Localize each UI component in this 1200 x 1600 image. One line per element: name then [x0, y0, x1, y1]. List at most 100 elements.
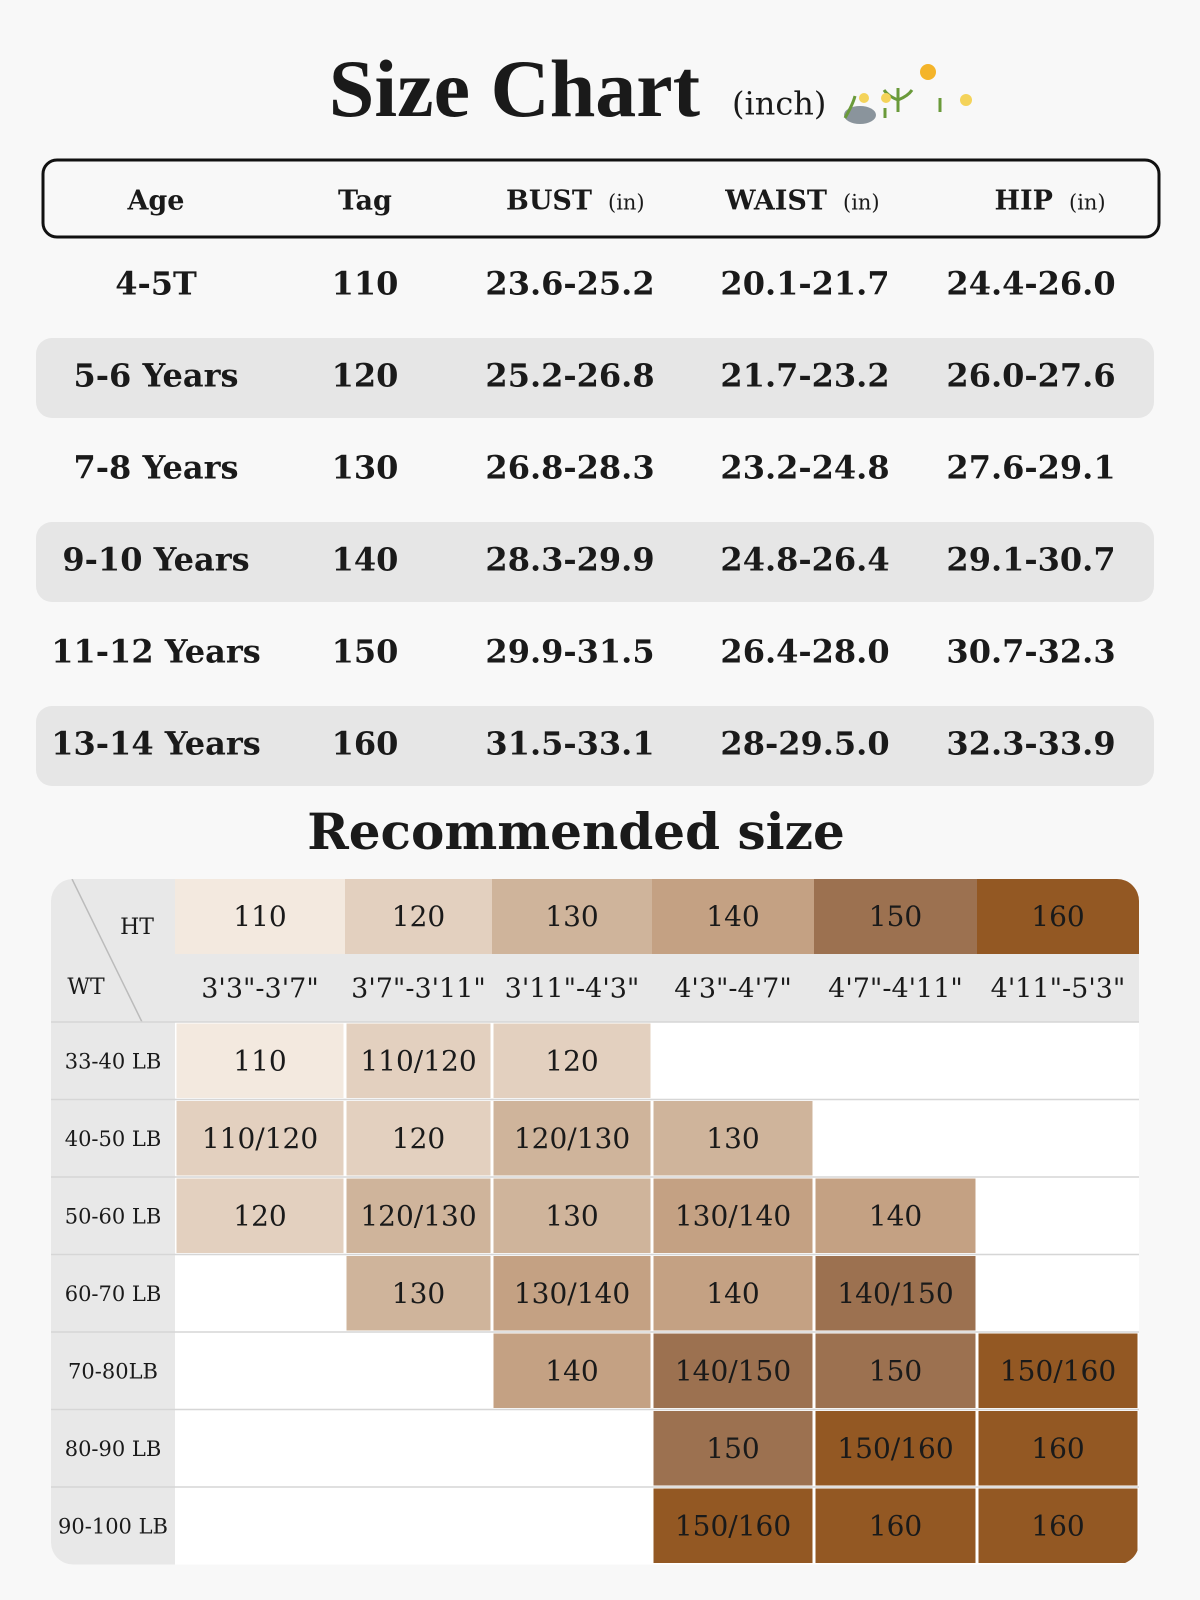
- size-value: 130/140: [675, 1199, 791, 1232]
- size-value: 130: [706, 1122, 759, 1155]
- size-cell: [346, 1023, 491, 1098]
- size-value: 110/120: [360, 1044, 476, 1077]
- size-value: 160: [1031, 1509, 1084, 1542]
- size-value: 130/140: [514, 1277, 630, 1310]
- size-cell: [346, 1256, 491, 1331]
- column-label: Age: [126, 186, 184, 217]
- recommended-title: Recommended size: [307, 802, 845, 861]
- column-unit: (in): [843, 191, 880, 215]
- table-cell: 29.9-31.5: [485, 633, 654, 671]
- table-cell: 110: [332, 265, 399, 303]
- flowers-icon: [843, 64, 972, 124]
- size-value: 150/160: [837, 1432, 953, 1465]
- size-cell: [493, 1101, 651, 1176]
- height-tag: 130: [545, 900, 598, 933]
- size-value: 150/160: [675, 1509, 791, 1542]
- weight-label: 50-60 LB: [65, 1204, 162, 1228]
- table-cell: 24.8-26.4: [720, 541, 889, 579]
- height-header: [652, 879, 814, 954]
- size-cell: [978, 1333, 1138, 1408]
- height-tag: 140: [706, 900, 759, 933]
- size-cell: [815, 1488, 976, 1563]
- table-cell: 31.5-33.1: [485, 725, 654, 763]
- size-value: 110/120: [202, 1122, 318, 1155]
- height-tag: 160: [1031, 900, 1084, 933]
- weight-column: [51, 879, 175, 1565]
- weight-label: 80-90 LB: [65, 1437, 162, 1461]
- table-cell: 9-10 Years: [62, 541, 249, 579]
- table-cell: 24.4-26.0: [946, 265, 1115, 303]
- size-value: 150/160: [1000, 1354, 1116, 1387]
- size-value: 120: [545, 1044, 598, 1077]
- size-cell: [176, 1101, 344, 1176]
- wt-label: WT: [67, 975, 105, 1000]
- weight-label: 60-70 LB: [65, 1282, 162, 1306]
- size-cell: [493, 1333, 651, 1408]
- height-range: 4'3"-4'7": [674, 974, 792, 1005]
- height-range: 3'11"-4'3": [505, 974, 640, 1005]
- grid-body: HT WT 110 3'3"-3'7" 120 3'7"-3'11" 130 3'11"-4'…: [51, 879, 1139, 1565]
- size-value: 130: [392, 1277, 445, 1310]
- table-cell: 5-6 Years: [74, 357, 239, 395]
- table-cell: 23.2-24.8: [720, 449, 889, 487]
- table-cell: 4-5T: [115, 265, 197, 303]
- size-value: 130: [545, 1199, 598, 1232]
- table-cell: 28.3-29.9: [485, 541, 654, 579]
- row-band: [36, 522, 1154, 602]
- size-value: 120/130: [360, 1199, 476, 1232]
- height-range: 4'11"-5'3": [991, 974, 1126, 1005]
- table-cell: 32.3-33.9: [946, 725, 1115, 763]
- size-cell: [978, 1488, 1138, 1563]
- size-cell: [815, 1411, 976, 1486]
- column-unit: (in): [1069, 191, 1106, 215]
- size-value: 120/130: [514, 1122, 630, 1155]
- size-value: 140/150: [837, 1277, 953, 1310]
- column-label: BUST: [506, 186, 592, 217]
- height-tag: 110: [233, 900, 286, 933]
- size-value: 120: [392, 1122, 445, 1155]
- size-cell: [346, 1178, 491, 1253]
- weight-label: 70-80LB: [68, 1359, 158, 1383]
- height-header: [814, 879, 977, 954]
- size-value: 140/150: [675, 1354, 791, 1387]
- table-cell: 29.1-30.7: [946, 541, 1115, 579]
- column-unit: (in): [608, 191, 645, 215]
- table-cell: 26.8-28.3: [485, 449, 654, 487]
- table-cell: 21.7-23.2: [720, 357, 889, 395]
- size-value: 160: [1031, 1432, 1084, 1465]
- size-cell: [815, 1256, 976, 1331]
- ht-label: HT: [120, 915, 154, 940]
- size-cell: [815, 1333, 976, 1408]
- size-cell: [176, 1023, 344, 1098]
- table-cell: 28-29.5.0: [720, 725, 889, 763]
- height-row: [175, 954, 1139, 1022]
- size-cell: [653, 1411, 813, 1486]
- size-cell: [493, 1256, 651, 1331]
- title: Size Chart: [329, 43, 700, 134]
- table-cell: 25.2-26.8: [485, 357, 654, 395]
- table-cell: 150: [332, 633, 399, 671]
- row-band: [36, 338, 1154, 418]
- table-cell: 13-14 Years: [51, 725, 261, 763]
- recommend-grid: HT WT 110 3'3"-3'7" 120 3'7"-3'11" 130 3'11"-4'…: [51, 879, 1139, 1565]
- size-value: 150: [706, 1432, 759, 1465]
- table-cell: 7-8 Years: [74, 449, 239, 487]
- size-cell: [176, 1178, 344, 1253]
- height-header: [977, 879, 1139, 954]
- column-label: Tag: [338, 186, 392, 217]
- height-tag: 120: [392, 900, 445, 933]
- weight-label: 90-100 LB: [58, 1514, 168, 1538]
- height-header: [492, 879, 652, 954]
- column-label: WAIST: [724, 186, 827, 217]
- height-header: [345, 879, 492, 954]
- size-value: 110: [233, 1044, 286, 1077]
- height-header: [175, 879, 345, 954]
- weight-label: 40-50 LB: [65, 1127, 162, 1151]
- table-cell: 27.6-29.1: [946, 449, 1115, 487]
- size-cell: [653, 1488, 813, 1563]
- size-value: 160: [869, 1509, 922, 1542]
- size-cell: [653, 1178, 813, 1253]
- size-cell: [493, 1178, 651, 1253]
- row-band: [36, 706, 1154, 786]
